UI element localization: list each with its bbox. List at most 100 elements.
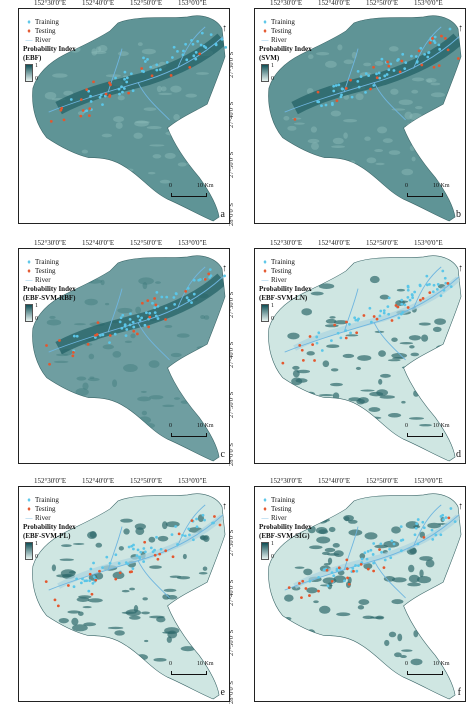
training-point [334,84,338,87]
training-point [453,520,457,524]
probability-texture [318,283,335,289]
legend-river-label: River [271,275,287,284]
testing-point [94,578,98,582]
probability-texture [104,302,110,306]
training-point [199,43,203,47]
legend-testing: ♦ Testing [259,266,312,275]
y-tick-label: 27°40'0"S [228,101,235,128]
testing-point [109,83,112,87]
probability-texture [366,157,377,164]
testing-point [171,555,175,559]
probability-texture [149,395,164,400]
training-point [401,538,405,542]
training-point [101,333,105,337]
training-point [379,309,383,313]
testing-point [333,323,337,327]
river-line [107,288,123,333]
training-point [174,292,178,295]
testing-point [85,88,89,92]
testing-point [311,343,315,347]
probability-texture [138,277,154,285]
probability-texture [401,366,413,369]
training-point [131,567,135,571]
probability-texture [426,79,433,83]
probability-texture [148,536,156,543]
probability-texture [390,88,399,95]
river-line [137,322,170,361]
probability-texture [397,633,403,642]
training-point [83,579,87,583]
river-line [373,322,406,361]
training-point [108,561,112,565]
map-frame: ♦ Training ♦ Testing — River Probability Index… [18,8,230,224]
training-point [331,103,334,107]
probability-texture [298,161,311,164]
probability-texture [312,644,326,652]
training-point [127,545,131,549]
testing-point [456,57,460,60]
training-point [98,334,102,337]
training-point [442,518,445,522]
probability-index-heading: Probability Index [259,523,312,531]
training-point [72,334,76,338]
training-point [414,526,418,530]
probability-texture [129,615,141,620]
probability-texture [439,648,448,654]
probability-texture [399,341,414,345]
probability-texture [73,323,87,326]
scale-ten-label: 10 Km [197,661,214,667]
training-point [223,274,226,278]
probability-index-heading: Probability Index [259,45,312,53]
probability-texture [307,138,320,144]
probability-texture [422,606,431,612]
ramp-high-label: 1 [35,541,38,547]
testing-point [398,70,402,74]
y-tick-label: 27°30'0"S [228,51,235,78]
training-point [317,331,321,335]
probability-texture [364,419,370,424]
probability-texture [196,107,209,114]
training-point [332,574,336,578]
training-point [75,334,79,338]
training-point [324,103,328,107]
north-arrow-icon: ↑ [222,23,227,34]
training-point [128,318,132,321]
ramp-low-label: 0 [35,316,38,322]
map-legend: ♦ Training ♦ Testing — River Probability Index… [23,495,76,562]
testing-point [154,303,158,307]
training-point [411,296,415,300]
probability-index-heading: Probability Index [23,523,76,531]
probability-texture [310,291,324,296]
x-tick-label: 152°50'0"E [366,477,399,485]
probability-texture [123,364,138,372]
legend-training: ♦ Training [259,495,312,504]
probability-index-heading: Probability Index [23,285,76,293]
model-name: (EBF-SVM-SIG) [259,532,310,540]
probability-texture [165,521,180,528]
probability-texture [70,161,82,165]
probability-texture [320,584,333,587]
training-point [357,85,361,89]
training-point [114,76,117,80]
testing-point [81,109,85,112]
probability-texture [130,333,136,339]
legend-testing: ♦ Testing [23,266,76,275]
testing-point [114,577,118,581]
probability-texture [195,113,204,119]
probability-texture [142,597,148,601]
testing-point [92,80,95,84]
testing-point [190,519,194,523]
training-point [449,285,453,289]
probability-texture [180,646,196,652]
training-point [431,290,435,294]
testing-point [108,334,112,337]
testing-point [140,301,144,305]
probability-texture [107,626,124,630]
probability-texture [177,162,187,167]
training-point [117,562,121,565]
training-point [344,329,348,332]
testing-point [45,344,48,347]
testing-point [207,272,211,276]
testing-point [345,567,349,571]
